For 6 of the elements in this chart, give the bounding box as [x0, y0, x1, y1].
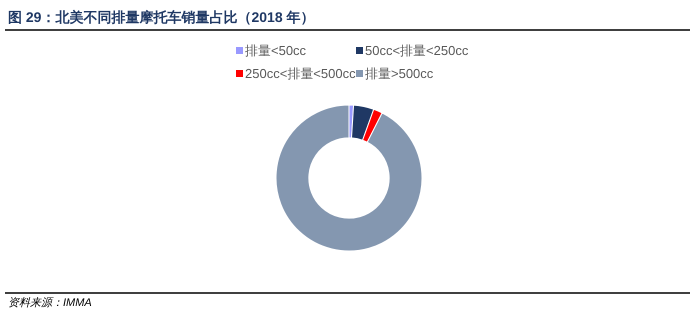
- legend-label: 50cc<排量<250cc: [365, 43, 469, 58]
- legend-label: 排量>500cc: [365, 66, 434, 81]
- legend-label: 250cc<排量<500cc: [245, 66, 356, 81]
- text: 资料来源：IMMA: [8, 296, 92, 309]
- legend-label: 排量<50cc: [245, 43, 307, 58]
- chart-title: 图 29：北美不同排量摩托车销量占比（2018 年）: [8, 9, 314, 25]
